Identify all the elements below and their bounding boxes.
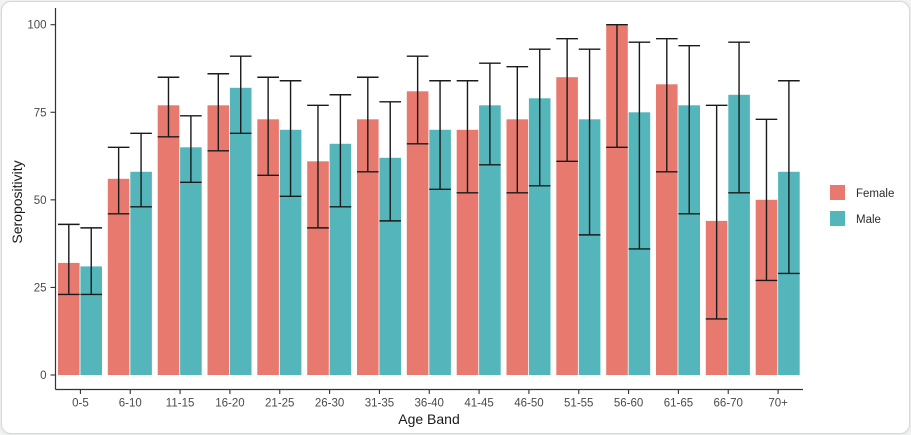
error-bar-male-41-45: [479, 62, 501, 166]
y-tick-label-100: 100: [27, 20, 46, 32]
error-bar-female-56-60: [606, 24, 628, 149]
x-tick-label-51-55: 51-55: [564, 398, 593, 410]
bar-female-36-40: [406, 91, 429, 376]
bar-male-21-25: [279, 129, 302, 375]
x-tick-label-36-40: 36-40: [415, 398, 444, 410]
bar-male-41-45: [479, 105, 501, 376]
error-bar-female-70+: [755, 118, 778, 282]
error-bar-female-16-20: [207, 73, 230, 152]
bar-male-11-15: [180, 147, 202, 375]
error-bar-female-51-55: [556, 38, 578, 163]
y-axis-title: Seropositivity: [9, 160, 25, 243]
axes-layer: 0-5 6-10 11-15 16-20 21-25 26-30 31-35 36-40 41-…: [27, 8, 803, 410]
bar-male-51-55: [578, 119, 601, 375]
error-bar-male-61-65: [678, 45, 701, 215]
error-bar-male-26-30: [329, 94, 352, 208]
bar-female-16-20: [207, 105, 230, 376]
bar-male-66-70: [728, 94, 750, 376]
x-tick-label-46-50: 46-50: [514, 398, 543, 410]
bar-female-26-30: [307, 161, 329, 375]
bar-male-16-20: [229, 87, 252, 376]
error-bar-female-66-70: [705, 104, 728, 320]
error-bar-male-16-20: [229, 55, 252, 134]
error-bar-male-56-60: [628, 41, 651, 250]
error-bar-male-70+: [778, 80, 800, 275]
bar-female-31-35: [357, 119, 379, 375]
error-bar-male-46-50: [528, 48, 551, 187]
bar-male-36-40: [429, 129, 451, 375]
bar-female-6-10: [107, 178, 130, 375]
error-bar-male-66-70: [728, 41, 750, 194]
bar-female-21-25: [257, 119, 279, 375]
error-bar-female-31-35: [356, 76, 379, 173]
bar-female-51-55: [556, 77, 578, 375]
error-bar-female-46-50: [506, 66, 529, 194]
error-bar-male-6-10: [130, 132, 152, 208]
x-tick-label-16-20: 16-20: [215, 398, 244, 410]
y-tick-label-0: 0: [40, 370, 46, 382]
x-tick-label-70+: 70+: [768, 398, 788, 410]
x-tick-label-31-35: 31-35: [365, 398, 394, 410]
x-tick-label-6-10: 6-10: [119, 398, 142, 410]
error-bar-female-61-65: [655, 38, 678, 173]
error-bar-male-36-40: [429, 80, 451, 191]
bar-male-6-10: [130, 171, 152, 375]
x-tick-label-61-65: 61-65: [664, 398, 693, 410]
error-bar-female-11-15: [157, 76, 180, 138]
bar-male-61-65: [678, 105, 700, 376]
error-bar-male-21-25: [279, 80, 302, 198]
legend-label-female: Female: [856, 188, 894, 200]
legend: Female Male: [830, 185, 894, 226]
x-axis-title: Age Band: [398, 411, 460, 427]
error-bar-male-31-35: [379, 101, 402, 222]
x-tick-label-21-25: 21-25: [265, 398, 294, 410]
error-bar-female-21-25: [257, 76, 279, 177]
y-tick-label-75: 75: [34, 107, 47, 119]
bar-female-61-65: [656, 84, 678, 376]
bar-female-70+: [755, 199, 778, 375]
bar-male-31-35: [379, 157, 401, 375]
x-tick-label-56-60: 56-60: [614, 398, 643, 410]
legend-label-male: Male: [856, 214, 881, 226]
legend-key-female: [830, 185, 845, 200]
x-tick-label-0-5: 0-5: [72, 398, 89, 410]
bar-female-41-45: [456, 129, 479, 375]
bar-female-46-50: [506, 119, 529, 375]
x-tick-label-11-15: 11-15: [166, 398, 195, 410]
x-tick-label-66-70: 66-70: [714, 398, 743, 410]
bar-male-46-50: [528, 98, 551, 376]
bar-female-11-15: [157, 105, 180, 376]
y-tick-label-50: 50: [34, 195, 47, 207]
error-bar-male-51-55: [578, 48, 601, 236]
error-bar-female-36-40: [406, 55, 429, 145]
error-bar-female-0-5: [57, 223, 80, 296]
bars-layer: [58, 24, 800, 376]
error-bar-female-6-10: [107, 146, 130, 215]
error-bars-layer: [57, 24, 800, 320]
bar-female-56-60: [606, 24, 628, 375]
x-tick-label-41-45: 41-45: [464, 398, 493, 410]
x-tick-label-26-30: 26-30: [315, 398, 344, 410]
error-bar-female-26-30: [307, 104, 329, 229]
error-bar-female-41-45: [456, 80, 479, 194]
legend-key-male: [830, 211, 845, 226]
y-tick-label-25: 25: [34, 282, 47, 294]
error-bar-male-0-5: [80, 227, 103, 296]
bar-male-26-30: [329, 143, 352, 375]
bar-female-0-5: [58, 262, 80, 375]
error-bar-male-11-15: [180, 115, 202, 184]
bar-male-0-5: [80, 266, 102, 375]
